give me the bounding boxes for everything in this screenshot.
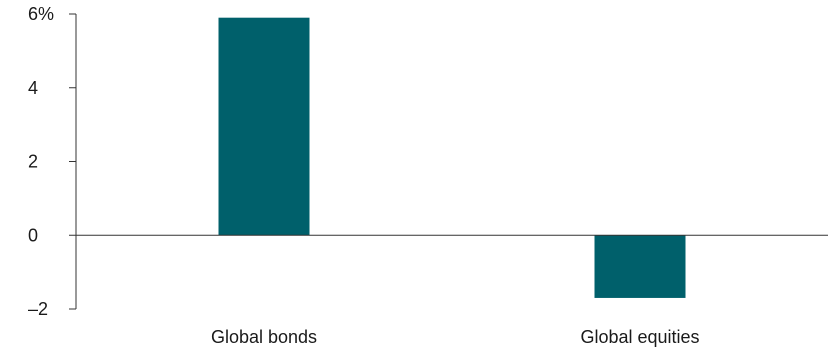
y-tick-label: –2 [28, 299, 48, 319]
category-label: Global equities [580, 327, 699, 347]
y-tick-label: 2 [28, 152, 38, 172]
y-tick-label: 4 [28, 78, 38, 98]
y-tick-label: 0 [28, 225, 38, 245]
y-tick-label: 6% [28, 4, 54, 24]
category-label: Global bonds [211, 327, 317, 347]
bar-global-bonds [218, 17, 310, 236]
bars-group [218, 17, 686, 298]
category-labels: Global bonds Global equities [211, 327, 700, 347]
bar-global-equities [594, 235, 686, 298]
y-axis: 6% 4 2 0 –2 [28, 4, 77, 319]
